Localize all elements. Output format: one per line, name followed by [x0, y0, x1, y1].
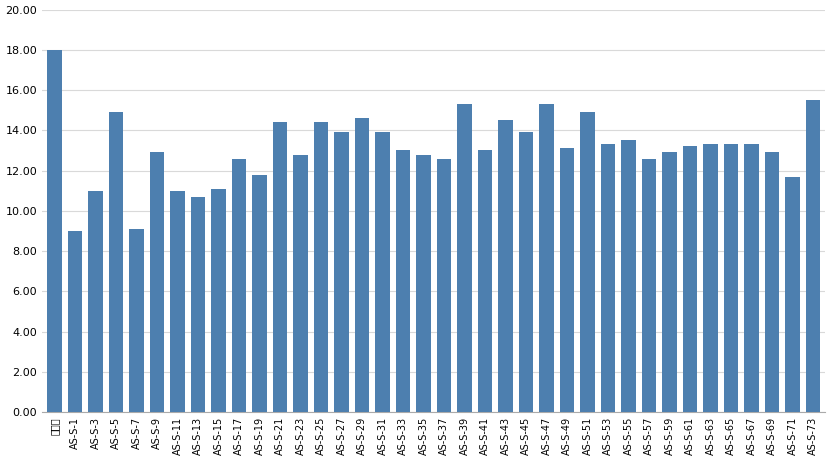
Bar: [211, 189, 226, 412]
Bar: [314, 122, 328, 412]
Bar: [88, 191, 103, 412]
Bar: [130, 229, 144, 412]
Bar: [662, 153, 676, 412]
Bar: [416, 154, 430, 412]
Bar: [580, 112, 595, 412]
Bar: [601, 144, 615, 412]
Bar: [68, 231, 82, 412]
Bar: [273, 122, 288, 412]
Bar: [745, 144, 759, 412]
Bar: [232, 159, 246, 412]
Bar: [560, 148, 574, 412]
Bar: [150, 153, 165, 412]
Bar: [765, 153, 779, 412]
Bar: [519, 132, 534, 412]
Bar: [253, 175, 267, 412]
Bar: [109, 112, 123, 412]
Bar: [355, 118, 369, 412]
Bar: [47, 50, 61, 412]
Bar: [191, 197, 205, 412]
Bar: [539, 104, 553, 412]
Bar: [396, 150, 411, 412]
Bar: [642, 159, 656, 412]
Bar: [170, 191, 184, 412]
Bar: [683, 147, 697, 412]
Bar: [478, 150, 492, 412]
Bar: [376, 132, 390, 412]
Bar: [806, 100, 820, 412]
Bar: [622, 141, 636, 412]
Bar: [499, 120, 513, 412]
Bar: [704, 144, 718, 412]
Bar: [437, 159, 451, 412]
Bar: [293, 154, 307, 412]
Bar: [334, 132, 349, 412]
Bar: [457, 104, 472, 412]
Bar: [724, 144, 738, 412]
Bar: [785, 177, 799, 412]
